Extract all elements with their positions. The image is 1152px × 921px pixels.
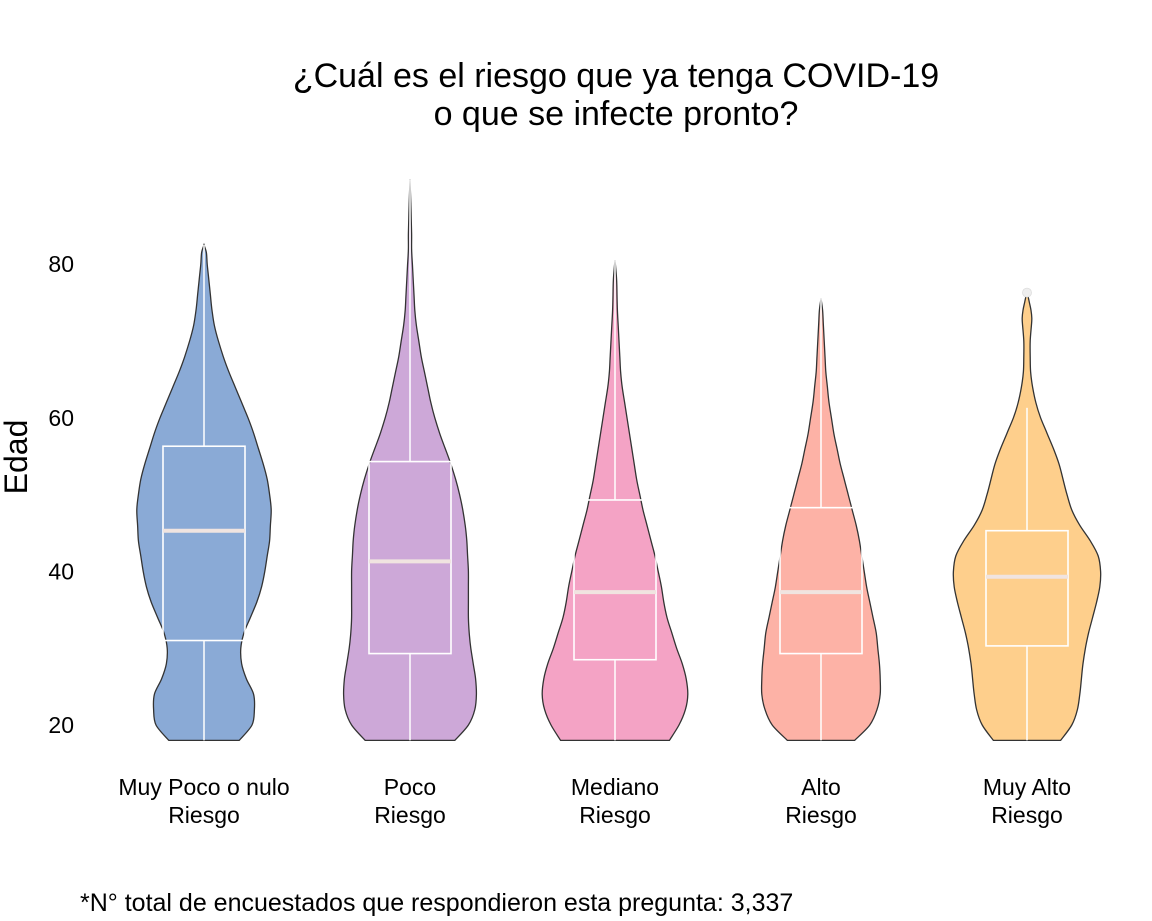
- x-tick-label: Poco: [384, 774, 436, 800]
- chart-title-line-2: o que se infecte pronto?: [434, 95, 799, 133]
- iqr-box: [368, 460, 452, 655]
- iqr-box: [162, 445, 246, 642]
- chart-title-line-1: ¿Cuál es el riesgo que ya tenga COVID-19: [293, 57, 939, 95]
- violin-group: [342, 179, 478, 742]
- violin-group: [541, 260, 689, 742]
- iqr-box: [573, 499, 657, 661]
- iqr-box: [985, 529, 1069, 647]
- x-tick-label: Muy Poco o nulo: [118, 774, 289, 800]
- x-tick-label: Alto: [801, 774, 841, 800]
- x-tick-label: Riesgo: [374, 802, 446, 828]
- x-axis-labels: Muy Poco o nuloRiesgoPocoRiesgoMedianoRi…: [118, 774, 1071, 828]
- x-tick-label: Riesgo: [168, 802, 240, 828]
- iqr-box: [779, 506, 863, 655]
- y-tick-label: 40: [48, 558, 74, 584]
- y-tick-label: 20: [48, 712, 74, 738]
- x-tick-label: Muy Alto: [983, 774, 1071, 800]
- plot-area: [136, 179, 1102, 742]
- violin-group: [136, 242, 272, 742]
- x-tick-label: Riesgo: [579, 802, 651, 828]
- x-tick-label: Mediano: [571, 774, 659, 800]
- x-tick-label: Riesgo: [785, 802, 857, 828]
- y-axis-title: Edad: [0, 420, 34, 495]
- y-axis-ticks: 20 40 60 80: [48, 251, 74, 738]
- outlier-point: [1022, 287, 1032, 298]
- x-tick-label: Riesgo: [991, 802, 1063, 828]
- y-tick-label: 80: [48, 251, 74, 277]
- chart-caption: *N° total de encuestados que respondiero…: [80, 889, 793, 917]
- violin-group: [952, 287, 1102, 742]
- y-tick-label: 60: [48, 405, 74, 431]
- violin-group: [760, 298, 882, 742]
